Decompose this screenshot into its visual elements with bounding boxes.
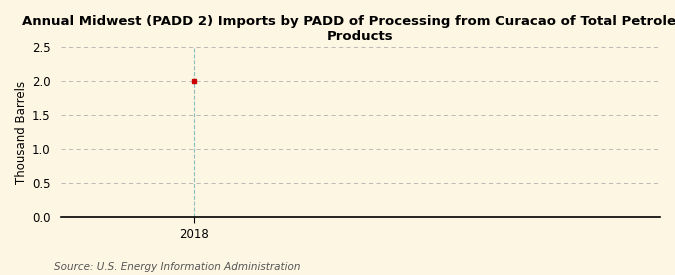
Title: Annual Midwest (PADD 2) Imports by PADD of Processing from Curacao of Total Petr: Annual Midwest (PADD 2) Imports by PADD … [22,15,675,43]
Y-axis label: Thousand Barrels: Thousand Barrels [15,81,28,184]
Text: Source: U.S. Energy Information Administration: Source: U.S. Energy Information Administ… [54,262,300,272]
